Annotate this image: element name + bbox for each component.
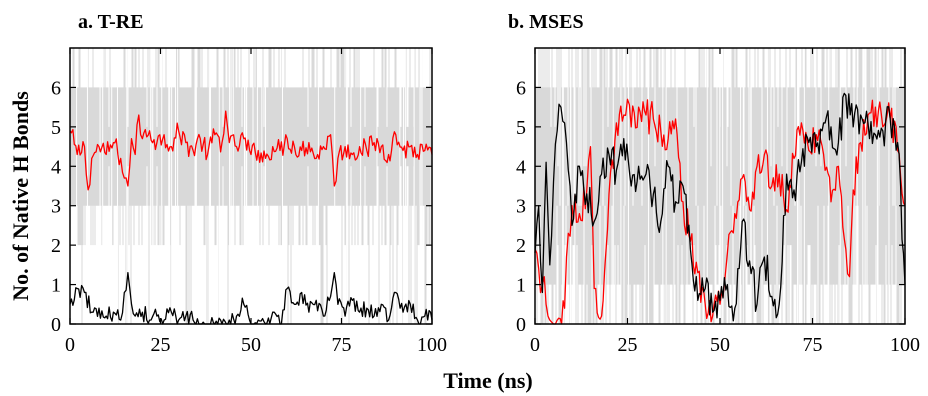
panel-a-y-tick-label: 1: [51, 275, 61, 297]
panel-b-black-series-line: [534, 92, 906, 322]
panel-a-x-tick-label: 25: [151, 334, 171, 356]
panel-a-y-tick-label: 5: [51, 117, 61, 139]
panel-b-title: b. MSES: [508, 11, 584, 33]
panel-a-x-tick-label: 75: [332, 334, 352, 356]
panel-a-y-tick-label: 4: [51, 156, 61, 178]
panel-b-x-tick-label: 25: [618, 334, 638, 356]
panel-b-series: [534, 92, 906, 325]
panel-b-y-tick-label: 4: [516, 156, 526, 178]
panel-b-y-tick-label: 6: [516, 77, 526, 99]
panel-a-x-tick-label: 100: [417, 334, 447, 356]
panel-b-x-tick-label: 75: [803, 334, 823, 356]
panel-a-ticks: 0 25 50 75 100 0 1 2 3 4 5 6: [51, 48, 447, 356]
panel-a-y-tick-label: 0: [51, 314, 61, 336]
panel-b-ticks: 0 25 50 75 100 0 1 2 3 4 5 6: [516, 48, 920, 356]
panel-b-x-tick-label: 0: [530, 334, 540, 356]
panel-b-background-lines: [534, 48, 906, 324]
panel-a-red-series-line: [69, 110, 433, 191]
panel-b-y-tick-label: 0: [516, 314, 526, 336]
panel-b-x-tick-label: 50: [710, 334, 730, 356]
panel-b-y-tick-label: 1: [516, 275, 526, 297]
y-axis-label: No. of Native H Bonds: [8, 91, 33, 301]
panel-a-title: a. T-RE: [78, 11, 144, 33]
panel-b-mses: b. MSES 0 25 50 75 100 0 1 2 3 4 5 6: [508, 11, 920, 356]
panel-b-y-tick-label: 2: [516, 235, 526, 257]
x-axis-label: Time (ns): [443, 368, 532, 393]
panel-a-black-series-line: [69, 272, 433, 325]
panel-a-x-tick-label: 0: [65, 334, 75, 356]
panel-a-y-tick-label: 3: [51, 196, 61, 218]
panel-a-y-tick-label: 6: [51, 77, 61, 99]
panel-a-x-tick-label: 50: [241, 334, 261, 356]
panel-b-x-tick-label: 100: [890, 334, 920, 356]
panel-b-y-tick-label: 5: [516, 117, 526, 139]
panel-a-y-tick-label: 2: [51, 235, 61, 257]
panel-a-t-re: a. T-RE 0 25 50 75 100 0 1 2 3 4 5 6: [51, 11, 447, 356]
panel-b-y-tick-label: 3: [516, 196, 526, 218]
panel-a-background-lines: [69, 48, 433, 324]
